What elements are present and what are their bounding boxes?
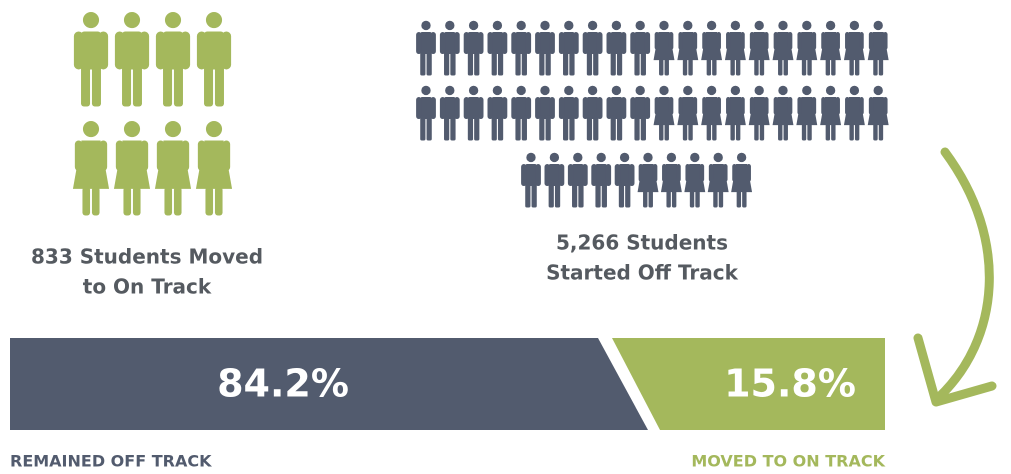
male-icon <box>463 85 484 141</box>
male-icon <box>614 152 635 208</box>
female-icon <box>677 85 699 141</box>
female-icon <box>867 20 889 76</box>
male-icon <box>416 85 436 141</box>
female-icon <box>772 20 794 76</box>
female-icon <box>707 152 729 208</box>
male-icon <box>544 152 565 208</box>
female-icon <box>748 85 770 141</box>
female-icon <box>796 85 818 141</box>
male-icon <box>558 85 579 141</box>
male-icon <box>582 85 603 141</box>
male-icon <box>487 85 508 141</box>
remained-label: REMAINED OFF TRACK <box>10 452 212 471</box>
started-caption: 5,266 Students <box>556 231 728 255</box>
moved-segment <box>612 338 885 430</box>
female-icon <box>748 20 770 76</box>
female-icon <box>653 85 675 141</box>
female-icon <box>843 85 865 141</box>
male-icon <box>521 152 541 208</box>
female-icon <box>677 20 699 76</box>
female-icon <box>154 120 192 216</box>
male-icon <box>606 20 627 76</box>
male-icon <box>567 152 588 208</box>
male-icon <box>487 20 508 76</box>
moved-caption: to On Track <box>83 275 212 299</box>
male-icon <box>591 152 612 208</box>
male-icon <box>630 85 651 141</box>
female-icon <box>867 85 889 141</box>
female-icon <box>724 20 746 76</box>
female-icon <box>772 85 794 141</box>
people-icons <box>72 11 889 216</box>
male-icon <box>463 20 484 76</box>
moved-label: MOVED TO ON TRACK <box>691 452 885 471</box>
female-icon <box>820 20 842 76</box>
female-icon <box>195 120 233 216</box>
male-icon <box>416 20 436 76</box>
female-icon <box>731 152 753 208</box>
female-icon <box>701 85 723 141</box>
male-icon <box>155 11 191 107</box>
female-icon <box>72 120 110 216</box>
remained-segment <box>10 338 648 430</box>
male-icon <box>535 85 555 141</box>
male-icon <box>439 85 460 141</box>
remained-percent: 84.2% <box>217 362 349 406</box>
male-icon <box>511 85 532 141</box>
female-icon <box>820 85 842 141</box>
male-icon <box>196 11 232 107</box>
female-icon <box>843 20 865 76</box>
female-icon <box>684 152 706 208</box>
male-icon <box>582 20 603 76</box>
female-icon <box>701 20 723 76</box>
male-icon <box>606 85 627 141</box>
female-icon <box>796 20 818 76</box>
male-icon <box>511 20 532 76</box>
male-icon <box>535 20 555 76</box>
male-icon <box>439 20 460 76</box>
female-icon <box>637 152 659 208</box>
female-icon <box>653 20 675 76</box>
male-icon <box>114 11 150 107</box>
female-icon <box>660 152 682 208</box>
moved-caption: 833 Students Moved <box>31 245 263 269</box>
arrow <box>913 147 997 407</box>
male-icon <box>558 20 579 76</box>
male-icon <box>73 11 109 107</box>
started-caption: Started Off Track <box>546 261 739 285</box>
male-icon <box>630 20 651 76</box>
female-icon <box>724 85 746 141</box>
female-icon <box>113 120 151 216</box>
moved-percent: 15.8% <box>724 362 856 406</box>
